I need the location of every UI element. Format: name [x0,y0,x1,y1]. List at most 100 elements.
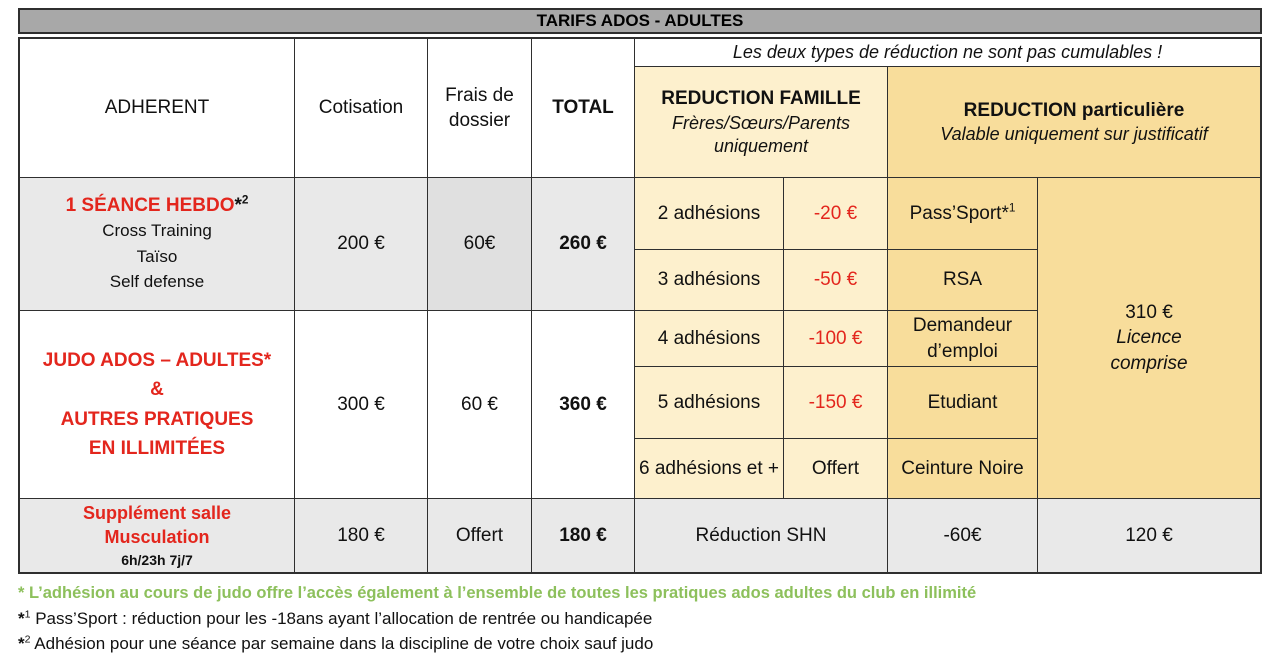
row-musculation-title-line1: Supplément salle [82,503,232,524]
reduction-famille-title: REDUCTION FAMILLE [661,88,861,110]
table-title: TARIFS ADOS - ADULTES [18,8,1262,34]
cell-famille-5adhesions-amount: -150 € [784,367,887,438]
musculation-cotisation-value: 180 € [337,524,385,546]
row-seance-subline: Cross Training [102,221,212,241]
cell-famille-5adhesions: 5 adhésions [635,367,783,438]
cell-particuliere-etudiant: Etudiant [888,367,1037,438]
row-musculation-hours: 6h/23h 7j/7 [121,551,193,568]
row-seance-subline: Self defense [109,272,205,292]
col-header-reduction-famille: REDUCTION FAMILLE Frères/Sœurs/Parents u… [635,67,887,177]
row-seance-title-text: 1 SÉANCE HEBDO [65,195,235,217]
cell-particuliere-demandeur: Demandeur d’emploi [888,311,1037,366]
row-judo-title: JUDO ADOS – ADULTES* [43,346,271,375]
famille-6adhesions-value: Offert [811,457,860,479]
footnote2-text: Adhésion pour une séance par semaine dan… [30,634,654,654]
footnote1-star: * [18,608,25,628]
footnotes: * L’adhésion au cours de judo offre l’ac… [18,581,1268,657]
famille-4adhesions-value: -100 € [808,327,863,349]
row-judo-title-star: * [263,349,272,371]
col-header-reduction-particuliere: REDUCTION particulière Valable uniquemen… [888,67,1260,177]
footnote-seance-hebdo: *2 Adhésion pour une séance par semaine … [18,631,1268,657]
pricing-table: ADHERENT Cotisation Frais de dossier TOT… [18,37,1262,574]
etudiant-label: Etudiant [927,391,998,413]
cell-particuliere-ceinture-noire: Ceinture Noire [888,439,1037,498]
reduction-shn-value: -60€ [943,524,982,546]
cell-licence-comprise: 310 € Licence comprise [1038,178,1260,498]
famille-2adhesions-label: 2 adhésions [657,202,761,224]
cell-musculation-cotisation: 180 € [295,499,427,572]
reduction-shn-label: Réduction SHN [695,524,827,546]
licence-price: 310 € [1125,302,1173,324]
seance-cotisation-value: 200 € [337,233,385,255]
cell-particuliere-rsa: RSA [888,250,1037,310]
judo-total-value: 360 € [559,393,607,415]
col-header-total: TOTAL [532,39,634,177]
row-judo-line: AUTRES PRATIQUES [60,408,254,430]
footnote2-star: * [18,634,25,654]
cell-judo-cotisation: 300 € [295,311,427,498]
row-seance-subline: Taïso [136,246,178,266]
cell-famille-2adhesions-amount: -20 € [784,178,887,249]
passsport-sup: 1 [1008,201,1016,215]
licence-line2: Licence [1116,327,1182,349]
cumul-note: Les deux types de réduction ne sont pas … [635,39,1260,66]
ceinture-noire-label: Ceinture Noire [901,457,1024,479]
reduction-shn-total-value: 120 € [1125,524,1173,546]
famille-3adhesions-label: 3 adhésions [657,269,761,291]
row-judo-line: EN ILLIMITÉES [88,437,226,459]
row-seance-title: 1 SÉANCE HEBDO*2 [66,193,249,218]
row-judo-title-text: JUDO ADOS – ADULTES [42,349,264,371]
cell-famille-3adhesions-amount: -50 € [784,250,887,310]
cell-particuliere-passsport: Pass’Sport*1 [888,178,1037,249]
cumul-note-text: Les deux types de réduction ne sont pas … [732,41,1163,62]
cell-seance-frais: 60€ [428,178,531,310]
judo-cotisation-value: 300 € [337,393,385,415]
rsa-label: RSA [942,269,983,291]
cell-seance-cotisation: 200 € [295,178,427,310]
famille-2adhesions-value: -20 € [813,202,858,224]
row-judo-label-cell: JUDO ADOS – ADULTES* & AUTRES PRATIQUES … [20,311,294,498]
cell-reduction-shn: Réduction SHN [635,499,887,572]
reduction-particuliere-subtitle: Valable uniquement sur justificatif [940,124,1208,145]
reduction-famille-subtitle: Frères/Sœurs/Parents uniquement [671,112,851,156]
footnote2-sup: 2 [24,633,31,646]
cell-musculation-total: 180 € [532,499,634,572]
judo-frais-value: 60 € [461,393,498,415]
row-musculation-title-line2: Musculation [104,526,210,547]
footnote1-sup: 1 [24,608,31,621]
cell-famille-4adhesions: 4 adhésions [635,311,783,366]
col-header-frais-label: Frais de dossier [445,84,514,131]
col-header-total-label: TOTAL [552,97,614,119]
musculation-frais-value: Offert [455,524,504,546]
cell-judo-frais: 60 € [428,311,531,498]
col-header-cotisation: Cotisation [295,39,427,177]
cell-famille-4adhesions-amount: -100 € [784,311,887,366]
cell-musculation-frais: Offert [428,499,531,572]
seance-total-value: 260 € [559,233,607,255]
row-seance-label-cell: 1 SÉANCE HEBDO*2 Cross Training Taïso Se… [20,178,294,310]
passsport-text: Pass’Sport [909,202,1002,224]
seance-frais-value: 60€ [463,233,496,255]
cell-famille-3adhesions: 3 adhésions [635,250,783,310]
cell-reduction-shn-amount: -60€ [888,499,1037,572]
row-seance-title-star: * [234,195,242,217]
famille-4adhesions-label: 4 adhésions [657,327,761,349]
famille-3adhesions-value: -50 € [813,269,858,291]
row-judo-line: & [150,379,164,401]
reduction-particuliere-title: REDUCTION particulière [963,99,1185,121]
footnote-judo-access: * L’adhésion au cours de judo offre l’ac… [18,584,977,602]
col-header-adherent-label: ADHERENT [104,97,210,119]
cell-judo-total: 360 € [532,311,634,498]
row-seance-title-sup: 2 [241,193,249,207]
cell-seance-total: 260 € [532,178,634,310]
musculation-total-value: 180 € [559,524,607,546]
cell-reduction-shn-total: 120 € [1038,499,1260,572]
licence-line3: comprise [1110,352,1188,374]
particuliere-passsport-label: Pass’Sport*1 [910,201,1016,226]
cell-famille-6adhesions: 6 adhésions et + [635,439,783,498]
col-header-frais: Frais de dossier [428,39,531,177]
col-header-cotisation-label: Cotisation [318,97,404,119]
cell-famille-2adhesions: 2 adhésions [635,178,783,249]
footnote-passsport: *1 Pass’Sport : réduction pour les -18an… [18,606,1268,632]
